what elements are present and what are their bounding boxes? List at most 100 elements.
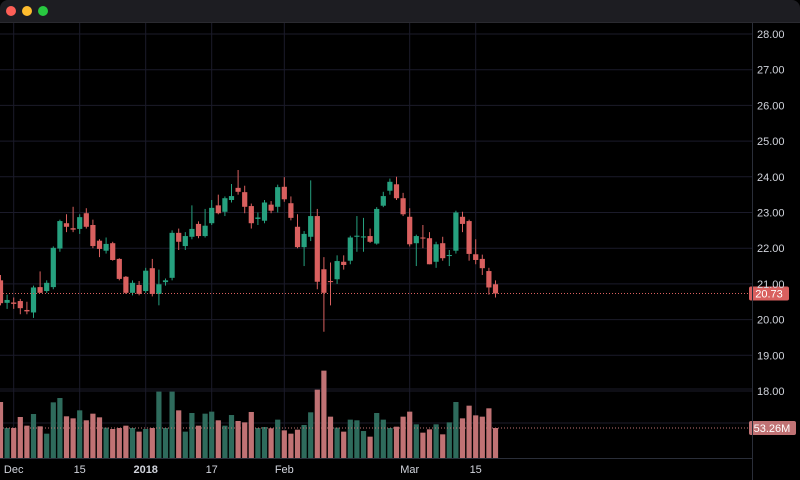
volume-bar <box>103 427 109 458</box>
candle-body <box>459 216 466 224</box>
candle-body <box>11 302 17 304</box>
volume-bar <box>420 432 426 458</box>
candle-body <box>50 247 56 288</box>
volume-bar <box>235 420 241 458</box>
candle-body <box>123 276 129 293</box>
candle-body <box>215 205 221 214</box>
candle-body <box>110 243 116 260</box>
candle <box>110 241 116 261</box>
volume-bar <box>433 424 439 458</box>
candle <box>327 262 334 306</box>
minimize-button[interactable] <box>22 6 32 16</box>
volume-bar <box>136 431 142 458</box>
candle-body <box>486 271 492 288</box>
volume-bar <box>327 416 334 458</box>
candle-body <box>453 212 459 251</box>
volume-bar <box>354 420 360 458</box>
candle <box>294 214 301 249</box>
time-tick-label: Mar <box>400 464 419 476</box>
candle <box>63 214 70 233</box>
candle <box>136 281 142 296</box>
price-tick-label: 28.00 <box>757 29 785 41</box>
volume-bar <box>255 427 261 458</box>
candle <box>268 201 274 214</box>
candle <box>96 239 103 258</box>
candle <box>275 184 281 213</box>
candle <box>288 196 294 221</box>
candle <box>228 183 235 203</box>
candle <box>440 236 446 261</box>
volume-bar <box>413 424 419 458</box>
time-tick-label: 2018 <box>133 464 157 476</box>
volume-bar <box>17 416 23 458</box>
candle-body <box>182 236 188 247</box>
candle-body <box>195 223 202 237</box>
candle <box>103 237 109 254</box>
volume-bar <box>77 410 83 458</box>
candle <box>413 234 419 267</box>
volume-bar <box>486 408 492 458</box>
candle <box>367 228 373 243</box>
candle-body <box>334 261 340 280</box>
volume-bar <box>360 431 367 458</box>
candle <box>261 200 268 224</box>
candle-body <box>156 284 162 294</box>
candle-body <box>367 236 373 242</box>
volume-bar <box>492 428 499 458</box>
volume-bar <box>11 427 17 458</box>
volume-bar <box>162 427 169 458</box>
title-bar <box>0 0 800 23</box>
candle-body <box>446 254 452 257</box>
candle <box>446 249 452 267</box>
candle-body <box>103 243 109 251</box>
candle <box>162 278 169 286</box>
volume-bar <box>70 418 76 458</box>
volume-bar <box>24 425 30 458</box>
candle-body <box>433 244 439 262</box>
volume-bar <box>400 416 406 458</box>
volume-bar <box>446 422 452 458</box>
candle-body <box>143 270 149 292</box>
candle-body <box>248 206 254 224</box>
maximize-button[interactable] <box>38 6 48 16</box>
candle-body <box>479 258 485 269</box>
candle-body <box>321 269 327 293</box>
volume-bar <box>169 391 175 458</box>
volume-bar <box>176 410 182 458</box>
candle-body <box>347 237 353 261</box>
volume-bar <box>281 430 287 458</box>
candle-body <box>314 216 320 282</box>
volume-bar <box>57 398 63 458</box>
candle <box>116 258 122 281</box>
candle-body <box>96 240 103 249</box>
candle <box>189 205 195 240</box>
candle-body <box>235 187 241 192</box>
candle-body <box>374 208 380 244</box>
candle <box>182 232 188 250</box>
volume-bar <box>321 370 327 458</box>
axes: 18.00 19.00 20.00 21.00 22.00 23.00 24.00 25.00… <box>0 23 785 480</box>
candle-body <box>63 223 70 227</box>
price-tick-label: 18.00 <box>757 386 785 398</box>
candle-body <box>202 225 208 237</box>
volume-bar <box>37 426 43 458</box>
grid <box>0 23 752 458</box>
candle-body <box>242 192 248 207</box>
candle-body <box>4 299 10 303</box>
candle <box>400 192 406 217</box>
candle <box>492 280 499 298</box>
candle <box>77 214 83 234</box>
volume-bar <box>90 413 96 458</box>
candle-body <box>387 181 393 191</box>
candle-body <box>136 284 142 294</box>
candle <box>57 219 63 252</box>
volume-bar <box>466 405 472 458</box>
close-button[interactable] <box>6 6 16 16</box>
candle-body <box>466 221 472 254</box>
candle-body <box>222 198 228 212</box>
candle <box>486 267 492 295</box>
candle-body <box>380 196 386 206</box>
candle <box>222 196 228 217</box>
candle <box>24 301 30 315</box>
